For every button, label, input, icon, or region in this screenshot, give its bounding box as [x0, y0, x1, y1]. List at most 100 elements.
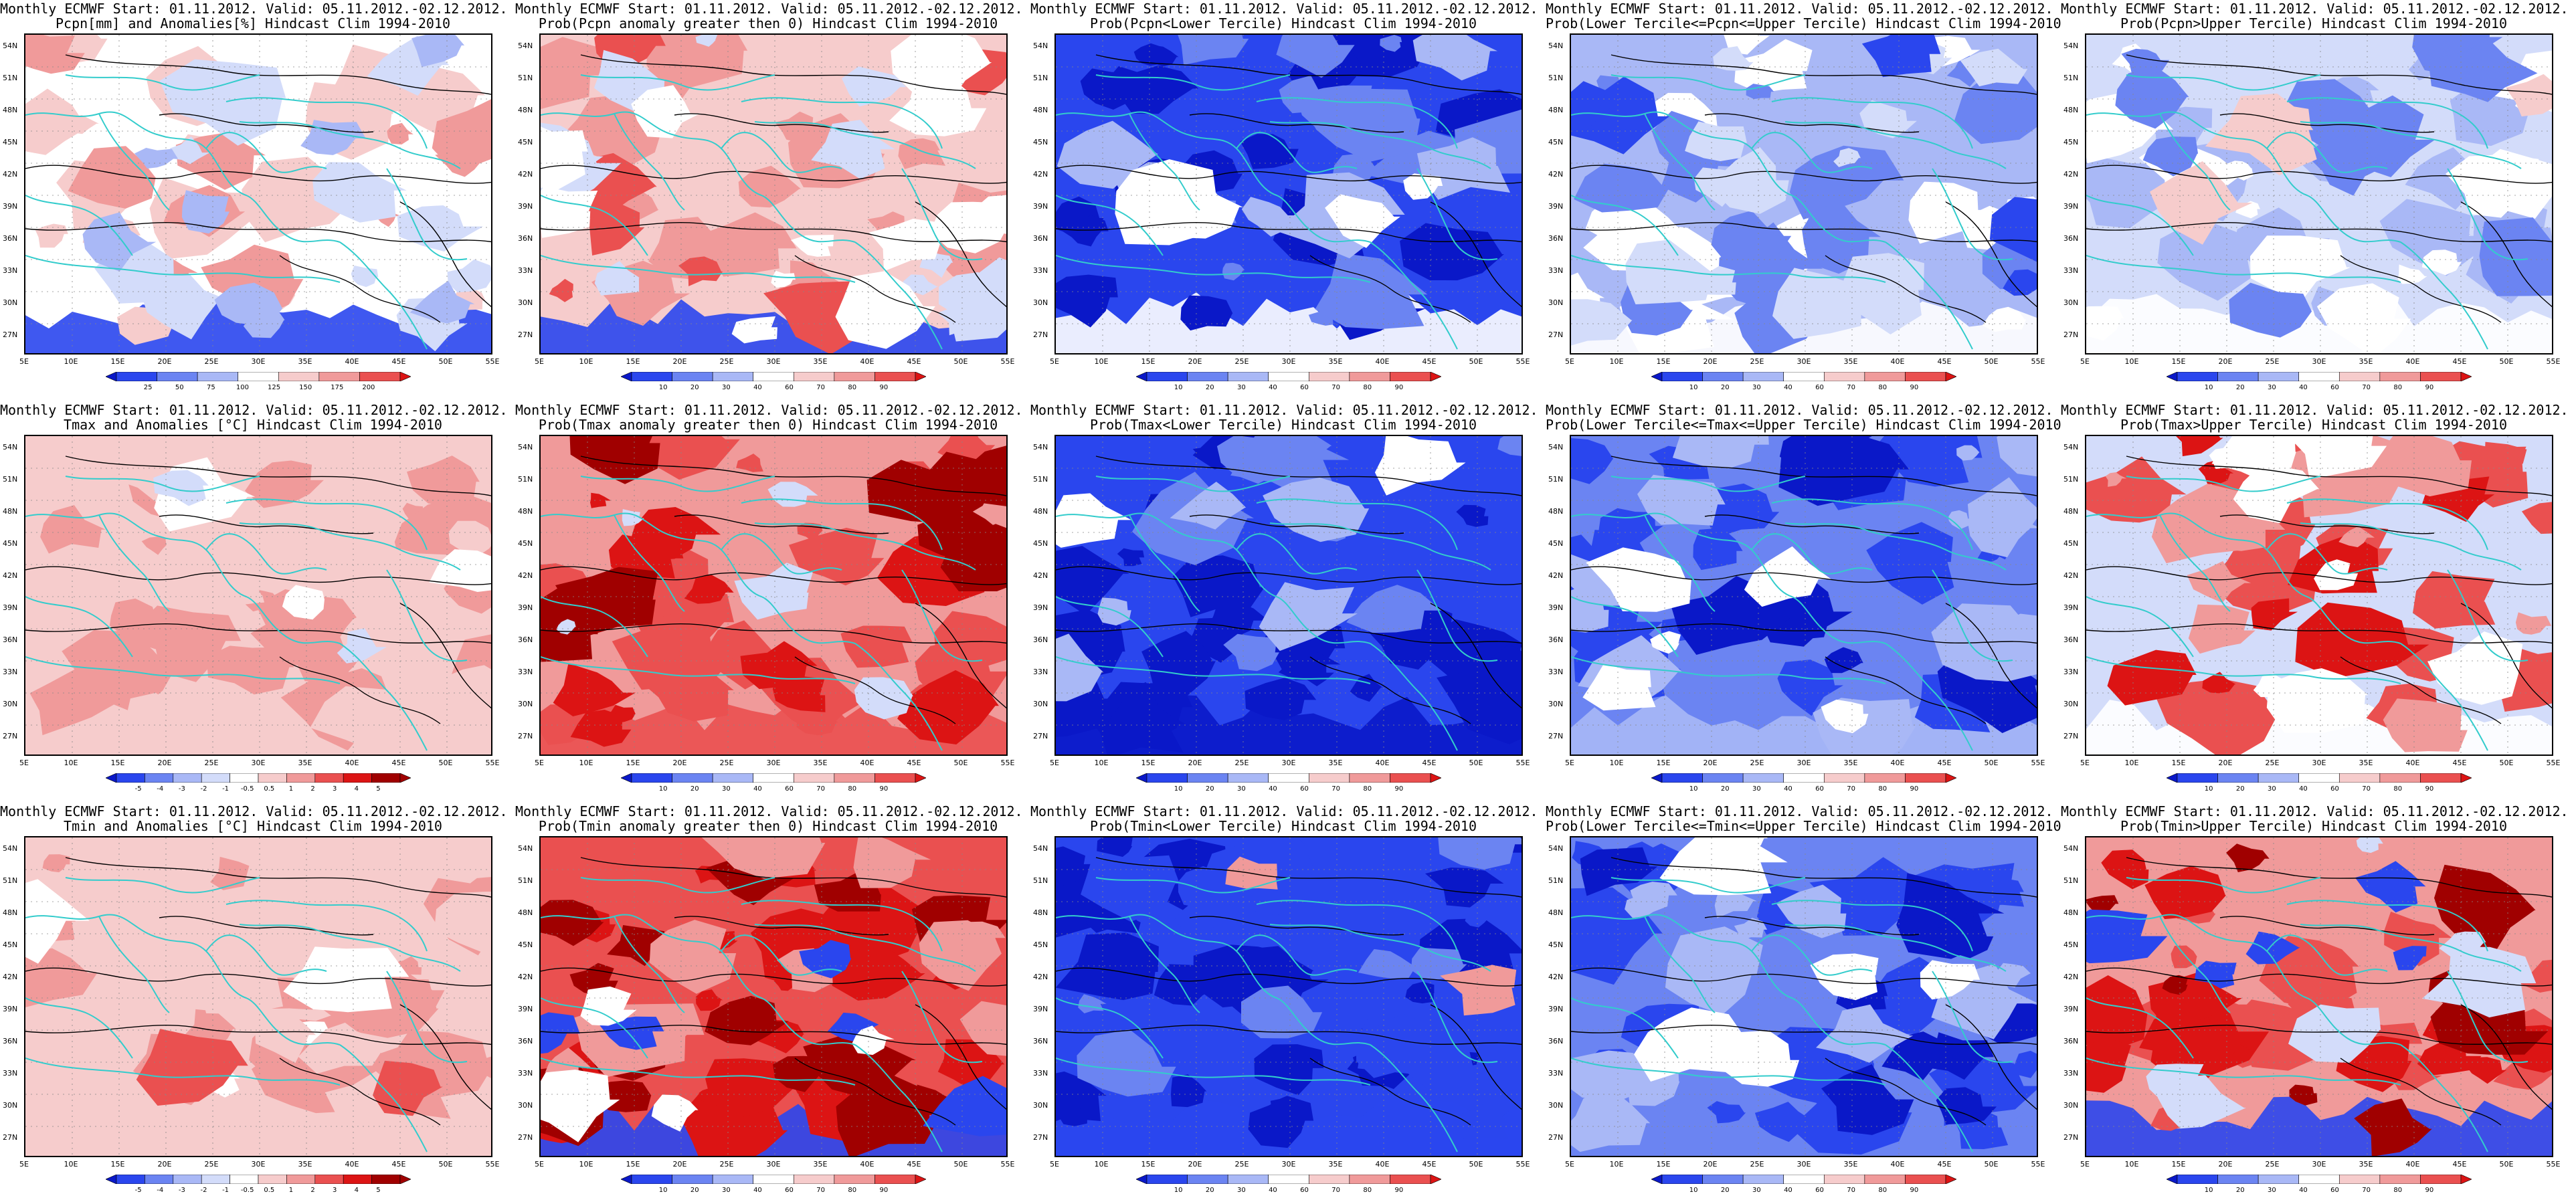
map-canvas — [2086, 837, 2552, 1156]
colorbar-tick-label: 30 — [2267, 1187, 2276, 1194]
climatology-contour — [1309, 656, 1471, 724]
colorbar-swatch — [258, 1175, 287, 1184]
coastline-border — [1784, 522, 2007, 571]
colorbar-tick-label: 5 — [376, 1187, 381, 1194]
coastline-border — [2086, 255, 2401, 283]
latitude-label: 36N — [3, 1037, 18, 1045]
field-shade — [25, 35, 85, 74]
coastline-border — [1611, 476, 1806, 492]
coastline-border — [386, 569, 468, 662]
longitude-label: 35E — [2359, 759, 2373, 767]
longitude-label: 25E — [1750, 759, 1764, 767]
latitude-label: 39N — [3, 202, 18, 211]
colorbar-svg — [2167, 372, 2472, 381]
field-shade — [282, 585, 325, 620]
panel-title-line1: Monthly ECMWF Start: 01.11.2012. Valid: … — [1546, 402, 2053, 418]
field-shade — [852, 1025, 895, 1056]
field-shade — [409, 280, 475, 324]
coastline-border — [1256, 498, 1458, 550]
field-shade — [1411, 947, 1467, 980]
colorbar-tick-label: 90 — [1910, 384, 1919, 391]
forecast-panel-r2c3: Monthly ECMWF Start: 01.11.2012. Valid: … — [1030, 401, 1538, 803]
latitude-label: 45N — [518, 539, 533, 548]
field-shade — [2245, 931, 2300, 965]
southern-field-band — [2086, 1096, 2552, 1156]
colorbar-tick-label: 40 — [1784, 785, 1792, 793]
longitude-label: 55E — [1000, 1160, 1015, 1169]
coastline-border — [1416, 971, 1498, 1064]
colorbar — [1136, 1175, 1441, 1184]
climatology-contour — [279, 1058, 441, 1126]
colorbar-swatch — [672, 372, 713, 381]
latitude-label: 36N — [1033, 1037, 1048, 1045]
field-shade — [2251, 598, 2298, 631]
longitude-label: 15E — [1656, 759, 1671, 767]
longitude-label: 25E — [204, 1160, 219, 1169]
coastline-border — [339, 643, 428, 751]
field-shade — [2233, 466, 2320, 524]
latitude-label: 33N — [1033, 266, 1048, 275]
latitude-label: 42N — [1548, 170, 1564, 179]
latitude-label: 42N — [1033, 973, 1048, 981]
latitude-label: 36N — [518, 1037, 533, 1045]
field-shade — [2354, 1098, 2432, 1156]
colorbar-swatch — [875, 1175, 916, 1184]
field-shade — [240, 585, 265, 605]
panel-title-line2: Tmin and Anomalies [°C] Hindcast Clim 19… — [64, 818, 442, 834]
field-shade — [2405, 147, 2493, 210]
climatology-contour — [25, 623, 491, 644]
longitude-label: 35E — [813, 357, 828, 366]
coastline-border — [2400, 643, 2488, 751]
field-shade — [351, 266, 379, 288]
latitude-label: 27N — [2063, 732, 2079, 740]
coastline-border — [2266, 132, 2388, 173]
field-shade — [337, 628, 387, 664]
colorbar — [106, 1175, 411, 1184]
colorbar-tick-label: 70 — [1331, 1187, 1341, 1194]
latitude-label: 42N — [3, 571, 18, 580]
latitude-label: 30N — [2063, 1101, 2079, 1110]
colorbar-swatch — [359, 372, 401, 381]
colorbar-swatch — [1945, 372, 1956, 381]
colorbar-tick-label: 80 — [2393, 1187, 2403, 1194]
field-shade — [25, 88, 91, 155]
field-shade — [1802, 199, 1881, 274]
latitude-label: 48N — [2063, 908, 2079, 917]
field-shade — [1571, 437, 1614, 484]
climatology-contour — [399, 1004, 491, 1110]
colorbar-swatch — [1651, 1175, 1663, 1184]
field-shade — [114, 451, 192, 503]
field-shade — [1400, 223, 1504, 281]
field-shade — [2288, 1004, 2381, 1063]
longitude-label: 45E — [1937, 1160, 1952, 1169]
coastline-border — [721, 132, 842, 173]
colorbar-tick-label: 50 — [175, 384, 184, 391]
colorbar-tick-label: 30 — [1236, 785, 1246, 793]
field-shade — [312, 162, 407, 223]
field-shade — [256, 589, 358, 654]
latitude-label: 45N — [1033, 138, 1048, 146]
longitude-label: 45E — [2452, 1160, 2467, 1169]
panel-title-line2: Prob(Pcpn>Upper Tercile) Hindcast Clim 1… — [2120, 15, 2507, 31]
climatology-contour — [2086, 623, 2552, 644]
coastline-border — [25, 1058, 341, 1086]
colorbar-tick-label: 60 — [785, 1187, 794, 1194]
colorbar-swatch — [238, 372, 279, 381]
field-shade — [555, 567, 658, 639]
panel-title-line1: Monthly ECMWF Start: 01.11.2012. Valid: … — [515, 803, 1023, 819]
colorbar-swatch — [1349, 773, 1390, 783]
climatology-contour — [1430, 603, 1522, 709]
field-shade — [1650, 631, 1681, 654]
longitude-label: 20E — [157, 1160, 172, 1169]
forecast-panel-r2c2: Monthly ECMWF Start: 01.11.2012. Valid: … — [515, 401, 1023, 803]
climatology-contour — [541, 222, 1006, 243]
colorbar-swatch — [106, 773, 117, 783]
field-shade — [1960, 48, 2028, 87]
field-shade — [25, 948, 98, 1008]
climatology-contour — [2460, 603, 2552, 709]
climatology-contour — [159, 113, 374, 133]
colorbar — [1136, 372, 1441, 381]
map-canvas — [541, 35, 1006, 353]
longitude-label: 35E — [298, 759, 312, 767]
longitude-label: 30E — [1797, 357, 1811, 366]
